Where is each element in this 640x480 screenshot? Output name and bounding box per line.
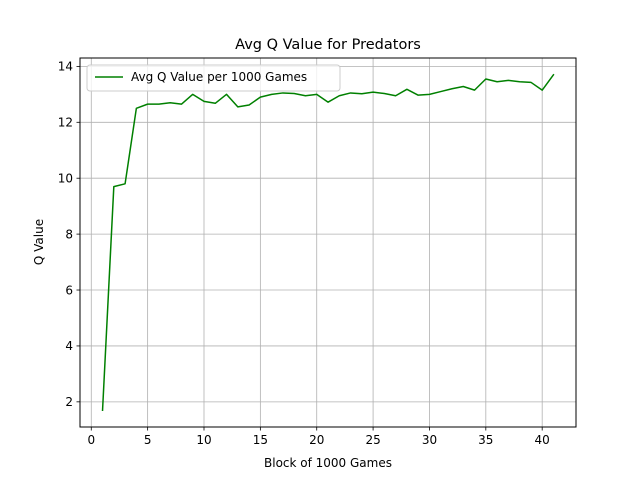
x-axis-label: Block of 1000 Games <box>264 456 392 470</box>
legend-box <box>86 64 341 92</box>
x-tick-label: 0 <box>87 433 95 447</box>
y-tick-label: 8 <box>65 227 73 241</box>
y-tick-label: 6 <box>65 283 73 297</box>
series-line <box>101 73 555 412</box>
y-axis-label: Q Value <box>32 219 46 265</box>
chart-title: Avg Q Value for Predators <box>235 37 421 53</box>
y-tick-label: 14 <box>58 60 73 74</box>
x-tick-label: 10 <box>196 433 211 447</box>
legend-label: Avg Q Value per 1000 Games <box>131 70 307 84</box>
x-tick-label: 35 <box>478 433 493 447</box>
y-tick-label: 2 <box>65 395 73 409</box>
plot-frame <box>79 57 577 428</box>
axis-ticks: 0 5 10 15 20 25 30 35 40 2 4 6 8 10 12 14 <box>58 60 550 447</box>
x-tick-label: 25 <box>365 433 380 447</box>
legend: Avg Q Value per 1000 Games <box>86 64 341 92</box>
x-tick-label: 20 <box>309 433 324 447</box>
x-tick-label: 5 <box>144 433 152 447</box>
y-tick-label: 10 <box>58 172 73 186</box>
x-tick-label: 15 <box>253 433 268 447</box>
y-tick-label: 12 <box>58 116 73 130</box>
gridlines <box>80 58 576 427</box>
y-tick-label: 4 <box>65 339 73 353</box>
series-layer <box>101 73 555 412</box>
x-tick-label: 30 <box>422 433 437 447</box>
x-tick-label: 40 <box>535 433 550 447</box>
